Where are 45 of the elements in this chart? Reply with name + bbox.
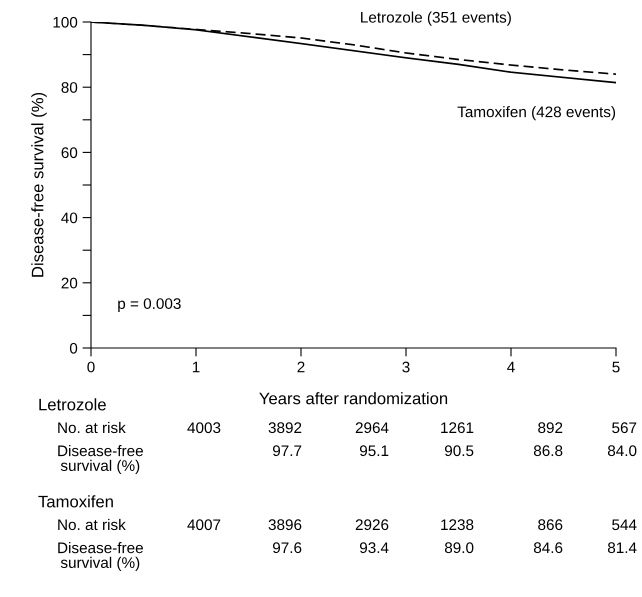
text: Letrozole: [39, 398, 106, 410]
text: 95.1: [360, 445, 388, 456]
text: Disease-free survival (%): [58, 445, 143, 474]
y-tick-label: 80: [61, 82, 78, 93]
text: 93.4: [360, 542, 389, 554]
x-tick-label: 5: [612, 362, 620, 372]
text: 544: [612, 519, 637, 530]
x-tick-label: 2: [298, 362, 304, 372]
y-tick-label: 0: [70, 342, 78, 354]
y-tick-label: 20: [62, 278, 78, 288]
text: 4003: [187, 422, 220, 434]
y-tick-label: 100: [53, 16, 78, 28]
x-axis-title: Years after randomization: [259, 392, 448, 404]
text: 90.5: [444, 445, 474, 456]
text: 4007: [187, 519, 220, 530]
text: 567: [612, 422, 636, 434]
text: 892: [538, 422, 562, 434]
x-tick-label: 1: [192, 362, 200, 372]
x-tick-label: 0: [87, 362, 95, 372]
text: Tamoxifen: [38, 495, 113, 508]
text: 2926: [356, 519, 388, 530]
y-axis-title: Disease-free survival (%): [31, 92, 47, 277]
text: 1238: [441, 519, 474, 530]
y-tick-label: 60: [62, 147, 78, 158]
text: 3896: [268, 519, 302, 530]
text: No. at risk: [58, 518, 126, 530]
x-tick-label: 3: [402, 362, 410, 372]
y-tick-label: 40: [61, 212, 78, 224]
text: 866: [538, 519, 562, 530]
text: 3892: [268, 422, 302, 434]
text: 89.0: [444, 542, 474, 554]
text: 97.7: [272, 445, 302, 456]
series-label: Letrozole (351 events): [361, 11, 511, 26]
text: 86.8: [534, 445, 562, 456]
text: 97.6: [272, 542, 302, 554]
text: 1261: [441, 422, 474, 434]
series-label: Tamoxifen (428 events): [458, 106, 616, 120]
text: 81.4: [608, 542, 637, 554]
text: 84.0: [608, 445, 636, 456]
text: No. at risk: [58, 422, 126, 434]
text: Disease-free survival (%): [58, 542, 143, 572]
text: 84.6: [534, 542, 562, 554]
x-tick-label: 4: [507, 362, 515, 372]
annotation: p = 0.003: [118, 298, 181, 312]
text: 2964: [356, 422, 389, 434]
